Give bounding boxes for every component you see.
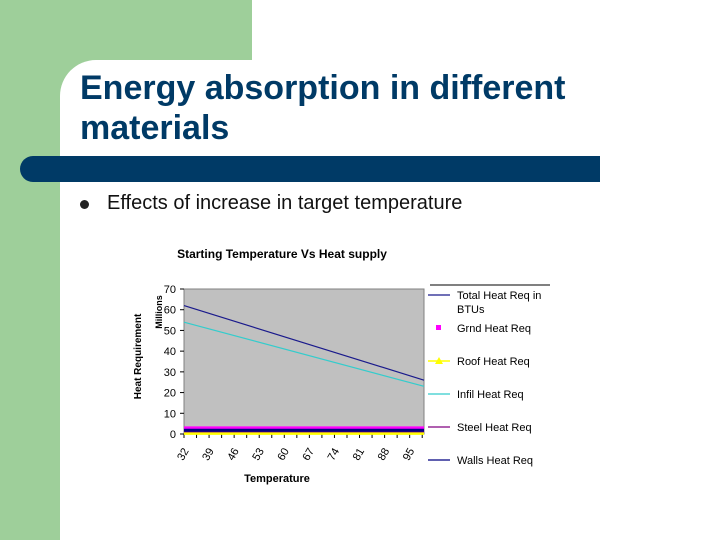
- y-tick-label: 30: [164, 367, 176, 379]
- x-tick-label: 60: [275, 446, 292, 463]
- plot-area: [183, 288, 425, 435]
- legend-label-line: Grnd Heat Req: [457, 323, 531, 335]
- slide-title: Energy absorption in different materials: [80, 68, 680, 148]
- series-line-4: [183, 321, 425, 387]
- y-tick-label: 50: [164, 325, 176, 337]
- y-tick-label: 70: [164, 284, 176, 296]
- y-tick-label: 10: [164, 408, 176, 420]
- y-axis-unit-label: Millions: [154, 295, 164, 329]
- bullet-dot-icon: [80, 200, 89, 209]
- heat-supply-chart: Starting Temperature Vs Heat supply 0 10 20…: [133, 247, 550, 485]
- bullet-text: Effects of increase in target temperatur…: [107, 192, 463, 214]
- x-tick-label: 32: [175, 446, 192, 463]
- legend-label-line: Walls Heat Req: [457, 455, 533, 467]
- title-divider-bar: [20, 156, 600, 182]
- series-line-1: [183, 304, 425, 381]
- y-tick-label: 20: [164, 388, 176, 400]
- y-tick-label: 60: [164, 305, 176, 317]
- y-tick-label: 0: [170, 429, 176, 441]
- legend-label-line: Total Heat Req in: [457, 290, 541, 302]
- x-tick-label: 67: [301, 446, 318, 463]
- x-tick-label: 39: [200, 446, 217, 463]
- y-axis-label: Heat Requirement: [133, 313, 144, 399]
- legend-swatch-2: [436, 325, 441, 330]
- legend-label-2: Grnd Heat Req: [457, 323, 531, 335]
- legend-marker-3: [435, 357, 443, 364]
- x-tick-label: 95: [401, 446, 418, 463]
- legend-label-line: Steel Heat Req: [457, 422, 532, 434]
- slide-title-line-1: Energy absorption in different: [80, 69, 566, 107]
- legend-label-6: Walls Heat Req: [457, 455, 533, 467]
- x-tick-label: 81: [351, 446, 368, 463]
- legend-label-line: Infil Heat Req: [457, 389, 524, 401]
- bullet-item: Effects of increase in target temperatur…: [80, 192, 462, 215]
- green-left-strip: [0, 0, 60, 540]
- x-tick-label: 46: [225, 446, 242, 463]
- x-tick-label: 88: [376, 446, 393, 463]
- legend-label-line: Roof Heat Req: [457, 356, 530, 368]
- legend-label-1: Total Heat Req in BTUs: [457, 290, 541, 316]
- x-tick-label: 74: [326, 446, 343, 463]
- slide-title-line-2: materials: [80, 109, 230, 147]
- legend-label-5: Steel Heat Req: [457, 422, 532, 434]
- legend-label-line: BTUs: [457, 304, 485, 316]
- x-tick-label: 53: [250, 446, 267, 463]
- chart-title: Starting Temperature Vs Heat supply: [177, 247, 387, 261]
- x-axis-label: Temperature: [244, 473, 310, 485]
- legend-label-4: Infil Heat Req: [457, 389, 524, 401]
- legend-label-3: Roof Heat Req: [457, 356, 530, 368]
- y-tick-label: 40: [164, 346, 176, 358]
